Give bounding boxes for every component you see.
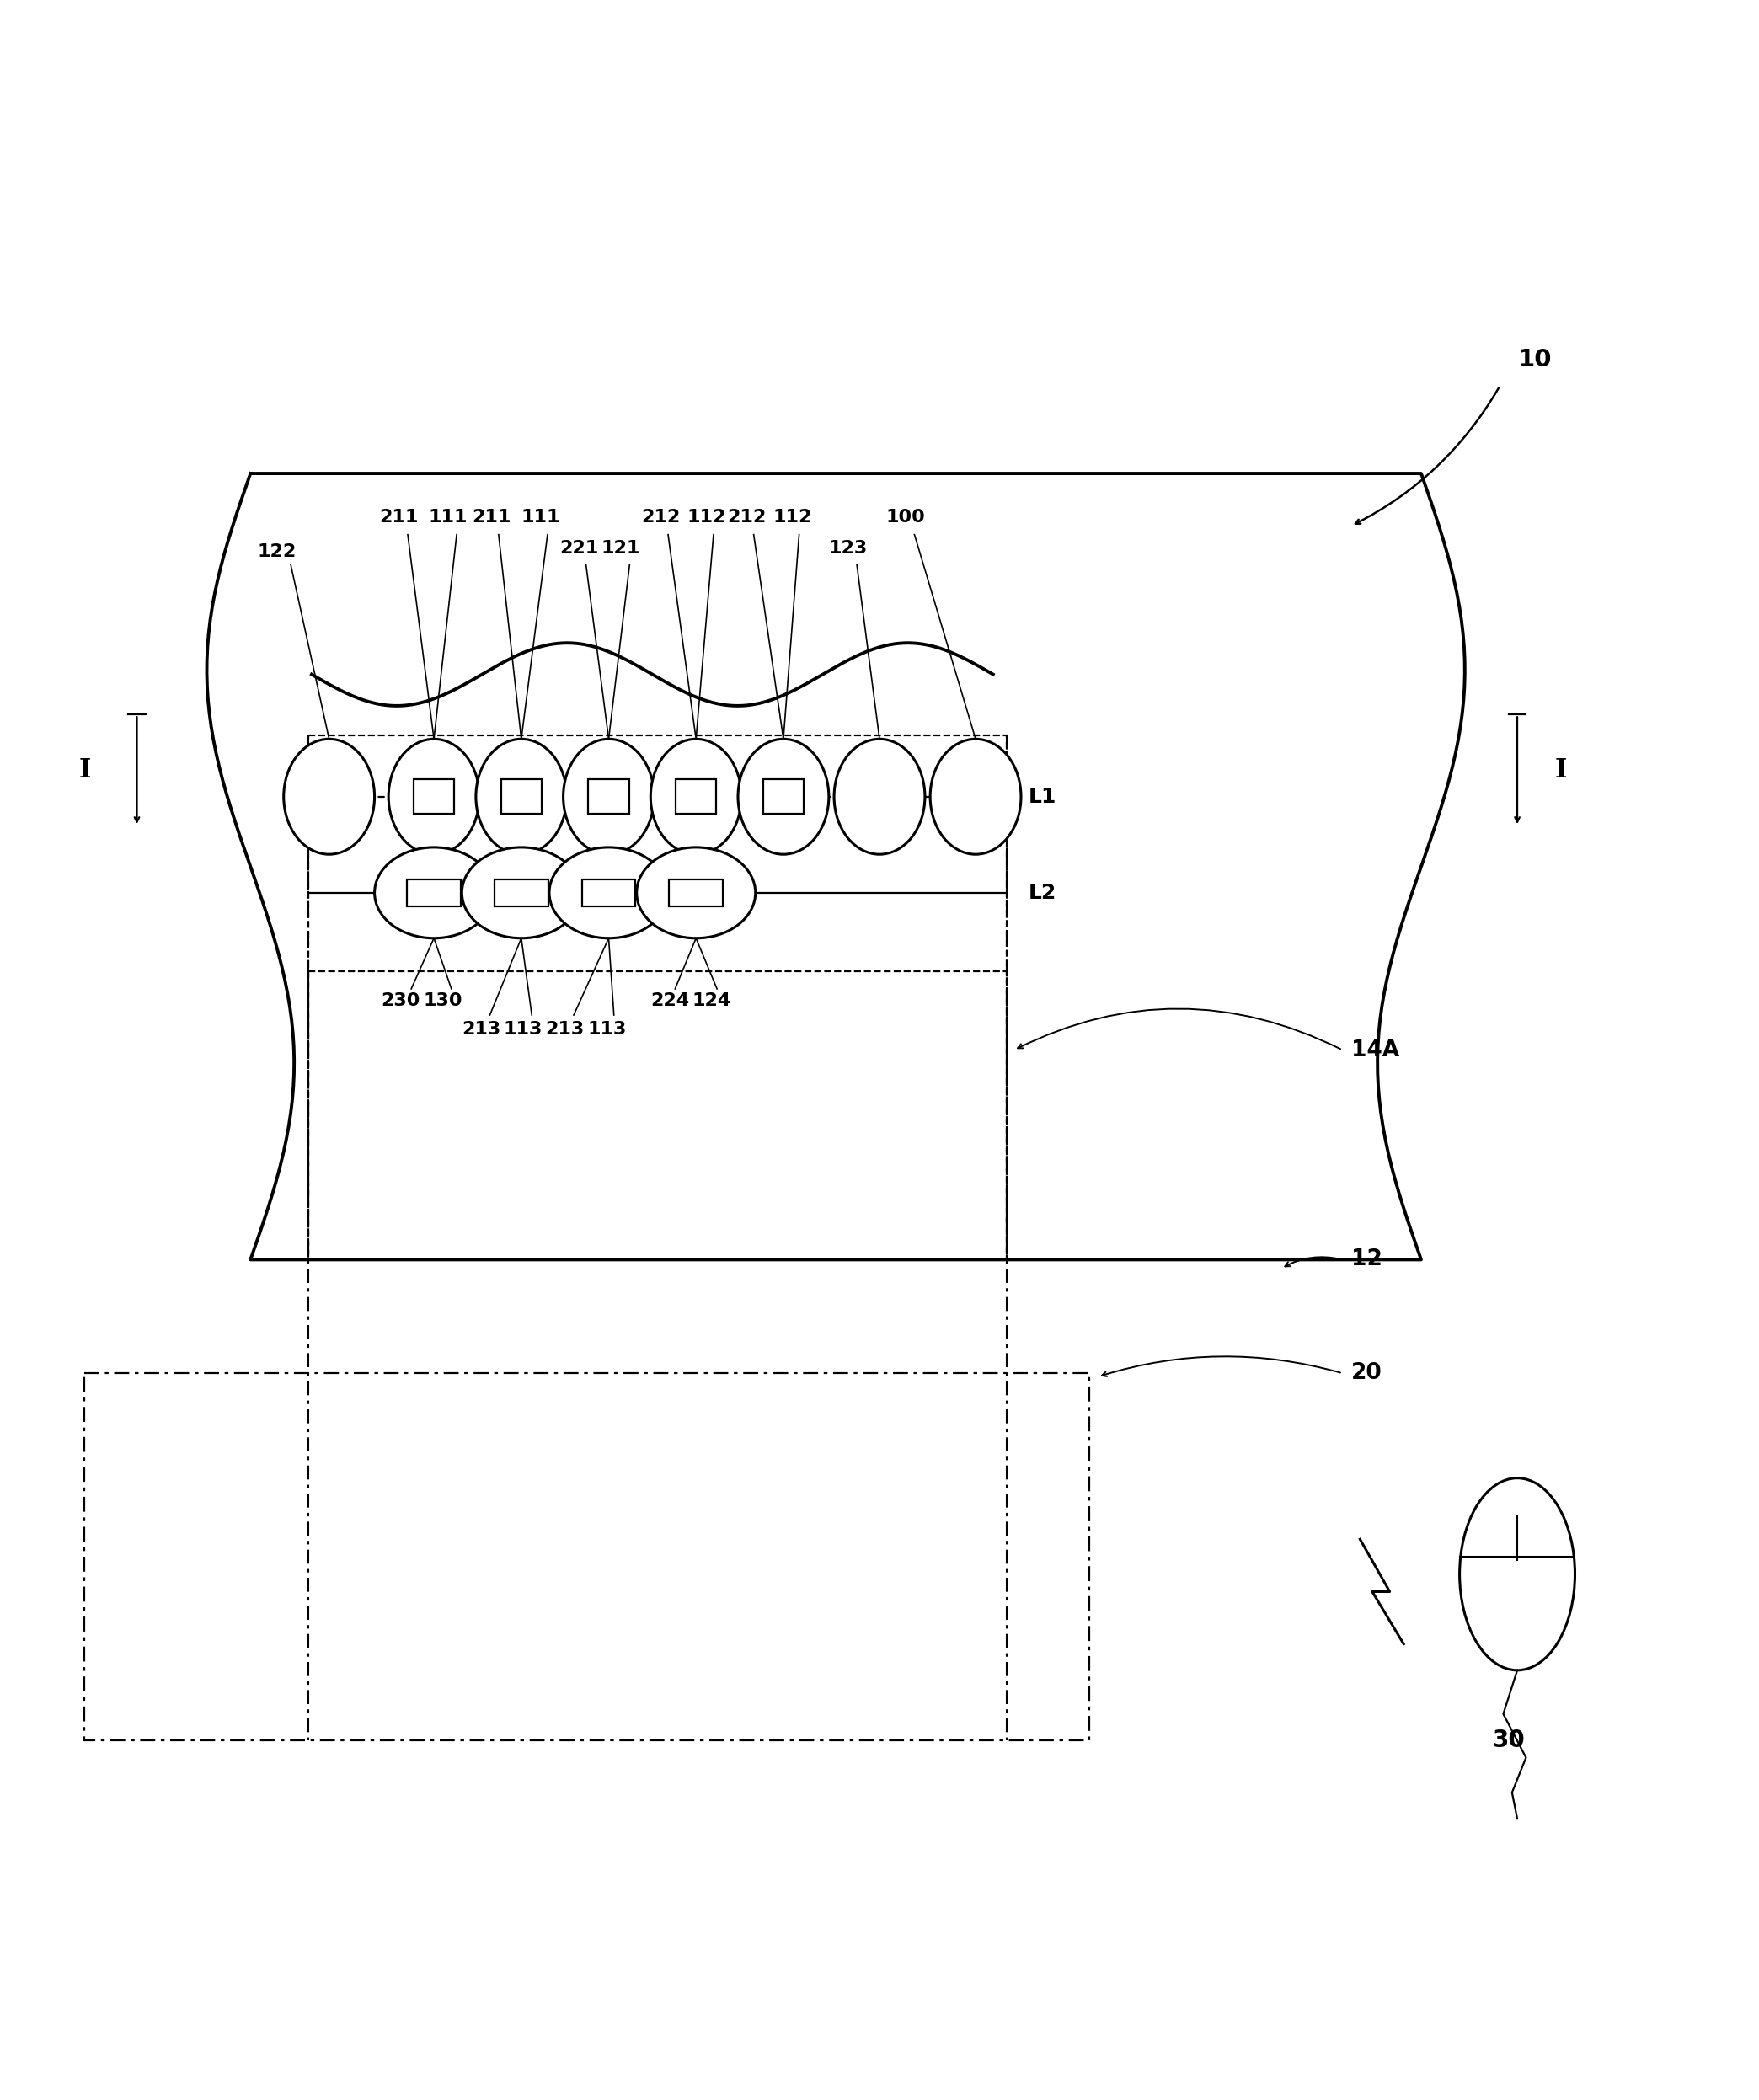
Text: 221: 221 bbox=[559, 540, 598, 556]
Bar bbox=[84, 1373, 1089, 1741]
Ellipse shape bbox=[739, 739, 828, 855]
Ellipse shape bbox=[931, 739, 1020, 855]
Text: 111: 111 bbox=[429, 508, 468, 525]
Text: 113: 113 bbox=[503, 1021, 542, 1037]
Text: 212: 212 bbox=[726, 508, 767, 525]
Ellipse shape bbox=[563, 739, 654, 855]
Text: 111: 111 bbox=[521, 508, 559, 525]
Text: 10: 10 bbox=[1518, 349, 1551, 372]
Text: 123: 123 bbox=[828, 540, 867, 556]
Bar bbox=[763, 779, 804, 815]
Text: 124: 124 bbox=[693, 993, 732, 1010]
Text: L2: L2 bbox=[1027, 882, 1055, 903]
Bar bbox=[308, 972, 1008, 1260]
Text: 113: 113 bbox=[588, 1021, 626, 1037]
Text: 213: 213 bbox=[461, 1021, 501, 1037]
Bar bbox=[308, 735, 1008, 1260]
Text: 224: 224 bbox=[651, 993, 690, 1010]
Ellipse shape bbox=[637, 846, 755, 939]
Ellipse shape bbox=[477, 739, 566, 855]
Bar bbox=[413, 779, 454, 815]
Bar bbox=[670, 880, 723, 907]
Ellipse shape bbox=[283, 739, 375, 855]
Ellipse shape bbox=[463, 846, 580, 939]
Bar bbox=[588, 779, 630, 815]
Text: L1: L1 bbox=[1027, 788, 1055, 806]
Text: 130: 130 bbox=[424, 993, 463, 1010]
Text: 213: 213 bbox=[545, 1021, 584, 1037]
Bar bbox=[501, 779, 542, 815]
Text: 211: 211 bbox=[471, 508, 512, 525]
Ellipse shape bbox=[375, 846, 493, 939]
Text: 112: 112 bbox=[772, 508, 811, 525]
Bar bbox=[675, 779, 716, 815]
Text: 121: 121 bbox=[602, 540, 640, 556]
Text: 14A: 14A bbox=[1351, 1040, 1400, 1061]
Text: 211: 211 bbox=[380, 508, 419, 525]
Text: 112: 112 bbox=[688, 508, 726, 525]
Text: 12: 12 bbox=[1351, 1250, 1383, 1271]
Text: 100: 100 bbox=[887, 508, 925, 525]
Bar bbox=[406, 880, 461, 907]
Ellipse shape bbox=[1460, 1478, 1574, 1670]
Ellipse shape bbox=[834, 739, 925, 855]
Text: 122: 122 bbox=[257, 544, 296, 561]
Text: 212: 212 bbox=[642, 508, 681, 525]
Text: I: I bbox=[1555, 758, 1567, 783]
Ellipse shape bbox=[651, 739, 742, 855]
Text: 230: 230 bbox=[382, 993, 420, 1010]
Ellipse shape bbox=[389, 739, 480, 855]
Bar bbox=[582, 880, 635, 907]
Text: 20: 20 bbox=[1351, 1363, 1383, 1384]
Ellipse shape bbox=[549, 846, 668, 939]
Text: 30: 30 bbox=[1492, 1728, 1525, 1751]
Text: I: I bbox=[79, 758, 90, 783]
Bar bbox=[494, 880, 549, 907]
